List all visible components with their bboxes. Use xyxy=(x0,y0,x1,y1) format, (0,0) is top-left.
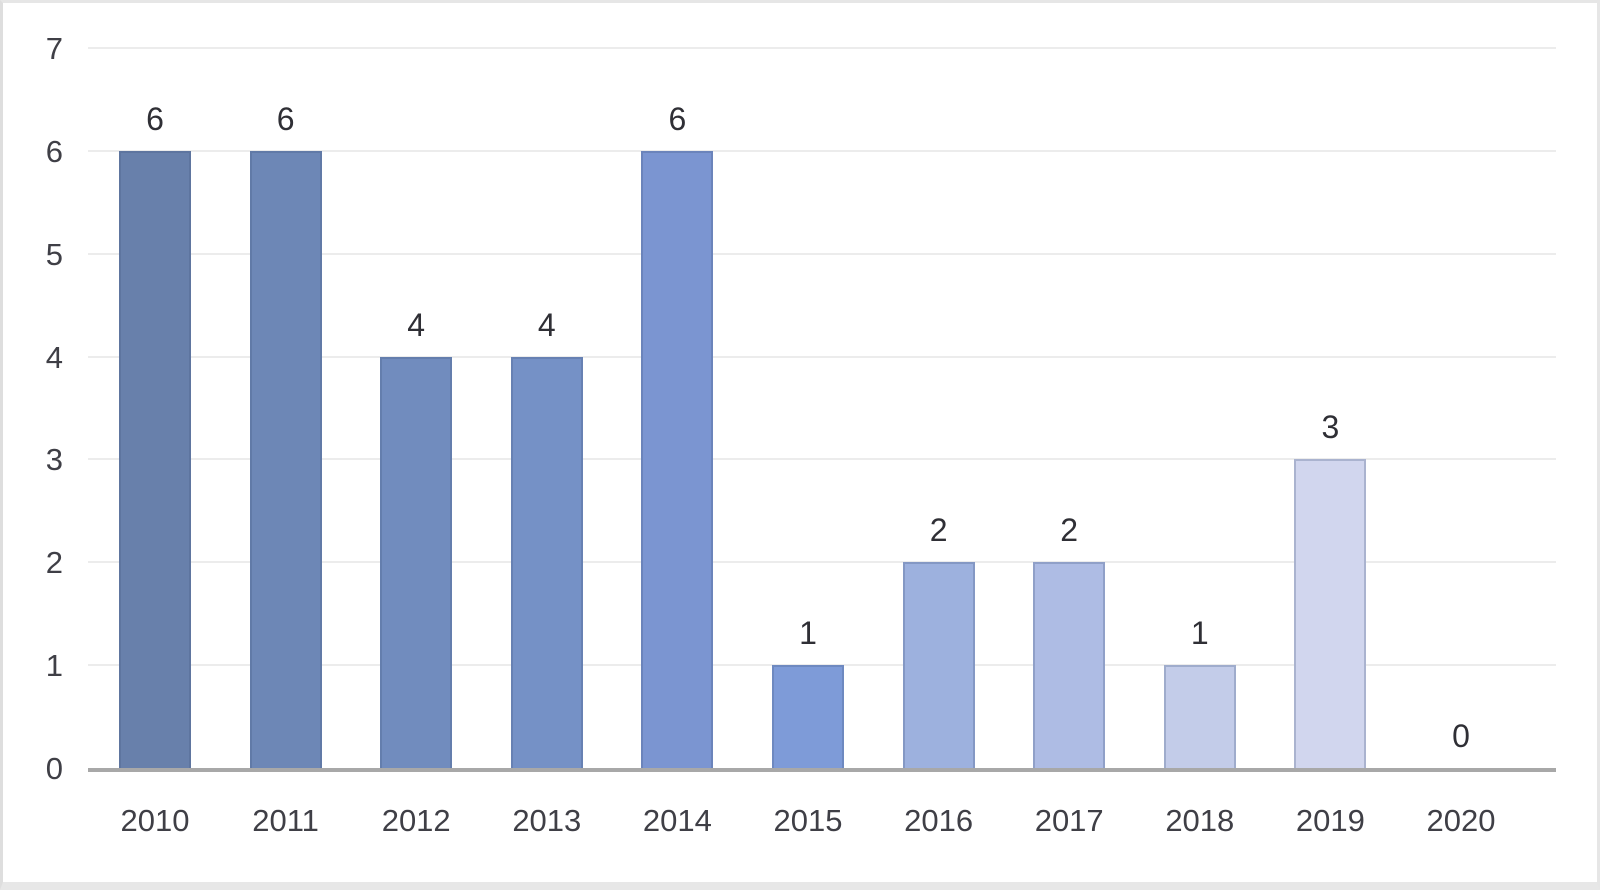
x-axis-tick-label: 2014 xyxy=(642,803,712,838)
gridline xyxy=(88,252,1556,255)
bar-2010 xyxy=(119,150,191,768)
y-axis-tick-label: 1 xyxy=(45,648,63,684)
bar-value-label: 4 xyxy=(537,306,556,343)
gridline xyxy=(88,561,1556,564)
bar-value-label: 1 xyxy=(1190,615,1209,652)
gridline xyxy=(88,47,1556,49)
bar-value-label: 4 xyxy=(407,306,426,343)
bar-2015 xyxy=(772,665,844,768)
bar-2011 xyxy=(249,150,322,768)
gridline xyxy=(88,355,1556,358)
x-axis-tick-label: 2020 xyxy=(1426,803,1496,838)
bar-value-label: 6 xyxy=(668,100,687,137)
y-axis-tick-label: 2 xyxy=(45,545,63,581)
bar-2012 xyxy=(380,356,453,768)
bar-value-label: 0 xyxy=(1452,718,1470,754)
x-axis-tick-label: 2017 xyxy=(1034,803,1104,838)
gridline xyxy=(88,149,1556,152)
y-axis-tick-label: 3 xyxy=(45,442,63,478)
x-axis-tick-label: 2012 xyxy=(381,803,451,838)
y-axis-tick-label: 0 xyxy=(45,751,63,786)
x-axis-tick-label: 2011 xyxy=(252,803,319,838)
x-axis-tick-label: 2013 xyxy=(512,803,582,838)
x-axis-tick-label: 2016 xyxy=(904,803,974,838)
bar-2016 xyxy=(902,562,975,768)
y-axis-tick-label: 5 xyxy=(45,236,63,272)
x-axis-tick-label: 2010 xyxy=(120,803,190,838)
bar-value-label: 3 xyxy=(1321,409,1340,446)
bar-value-label: 2 xyxy=(1060,512,1079,549)
x-axis-tick-label: 2019 xyxy=(1295,803,1365,838)
bar-2014 xyxy=(641,150,714,768)
bar-value-label: 6 xyxy=(146,100,164,137)
x-axis-tick-label: 2015 xyxy=(773,803,843,838)
bar-2018 xyxy=(1163,665,1236,768)
bar-2013 xyxy=(510,356,583,768)
bar-2019 xyxy=(1294,459,1367,768)
bar-value-label: 1 xyxy=(799,615,817,652)
bar-value-label: 6 xyxy=(276,100,295,137)
bar-chart: 0 1 2 3 4 5 6 7 6 2010 6 2011 4 2012 4 2013 6 2014 1 2015 2 2… xyxy=(3,3,1597,882)
bar-value-label: 2 xyxy=(929,512,948,549)
bar-2017 xyxy=(1033,562,1106,768)
gridline xyxy=(88,458,1556,461)
y-axis-tick-label: 7 xyxy=(45,31,63,66)
y-axis-tick-label: 6 xyxy=(45,133,63,169)
x-axis-tick-label: 2018 xyxy=(1165,803,1235,838)
x-axis-line xyxy=(88,768,1556,772)
y-axis-tick-label: 4 xyxy=(45,339,63,375)
